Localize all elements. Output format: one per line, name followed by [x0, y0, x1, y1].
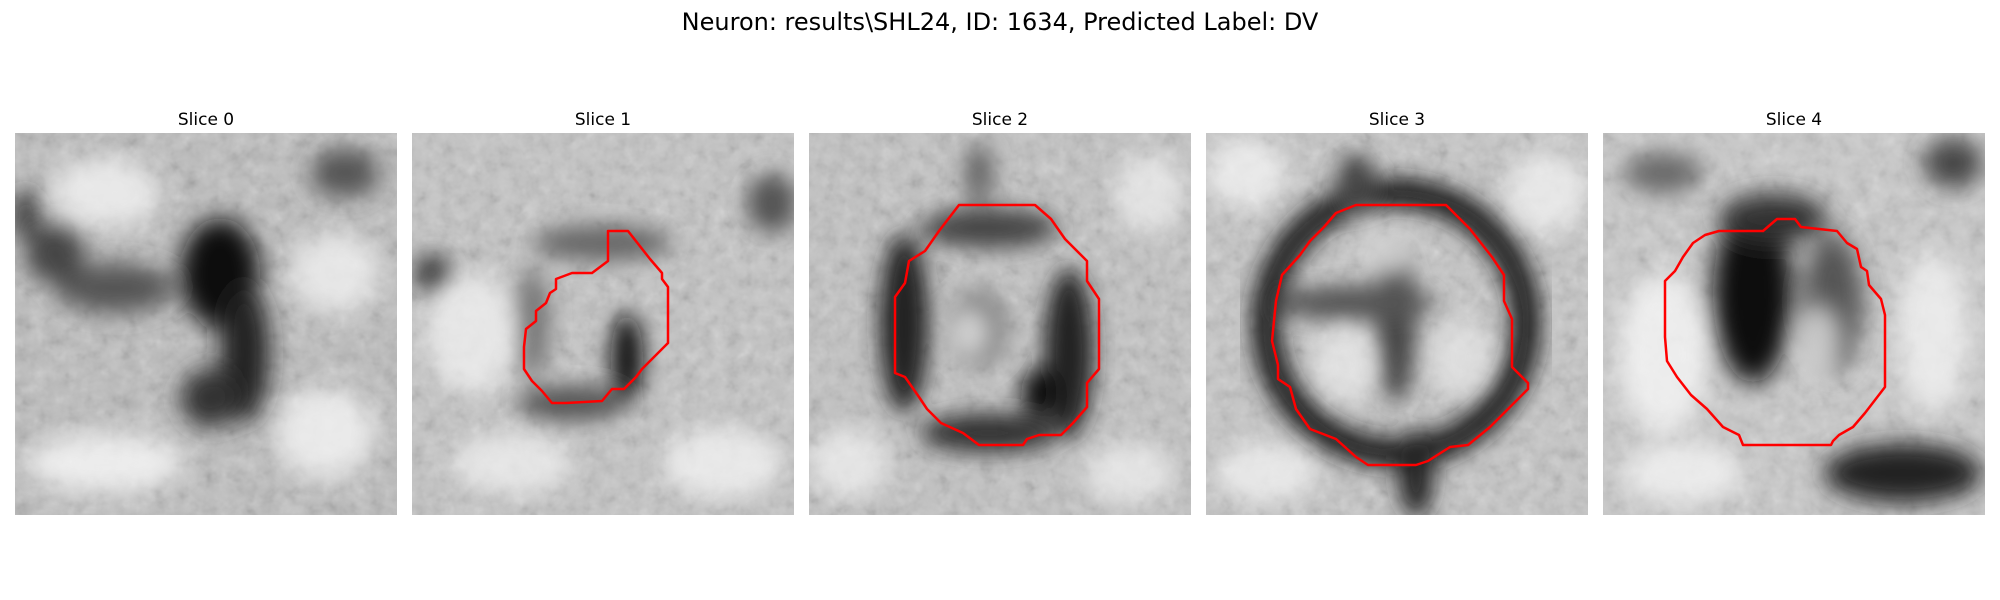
- slice-panel-0: Slice 0: [15, 110, 397, 515]
- slice-svg: [1206, 133, 1588, 515]
- neuron-contour: [893, 203, 1101, 447]
- slice-panel-2: Slice 2: [809, 110, 1191, 515]
- bright-regions: [809, 153, 1184, 503]
- dark-structure: [1623, 138, 1983, 503]
- slice-svg: [412, 133, 794, 515]
- slice-image: [809, 133, 1191, 515]
- slice-image: [1603, 133, 1985, 515]
- bright-regions: [1206, 138, 1586, 503]
- figure-title: Neuron: results\SHL24, ID: 1634, Predict…: [681, 8, 1319, 36]
- slice-image: [15, 133, 397, 515]
- neuron-contour: [1663, 217, 1887, 447]
- slice-panel-1: Slice 1: [412, 110, 794, 515]
- slice-svg: [809, 133, 1191, 515]
- slice-title: Slice 1: [574, 110, 632, 130]
- slice-title: Slice 0: [177, 110, 235, 130]
- dark-structure: [15, 148, 380, 428]
- slice-panel-3: Slice 3: [1206, 110, 1588, 515]
- slice-svg: [1603, 133, 1985, 515]
- neuron-contour: [1270, 203, 1530, 467]
- dark-structure: [1251, 153, 1541, 515]
- neuron-contour: [522, 229, 670, 405]
- bright-regions: [1618, 253, 1968, 503]
- slice-title: Slice 2: [971, 110, 1029, 130]
- slice-image: [1206, 133, 1588, 515]
- slice-title: Slice 4: [1765, 110, 1823, 130]
- slice-image: [412, 133, 794, 515]
- slice-svg: [15, 133, 397, 515]
- slice-panel-4: Slice 4: [1603, 110, 1985, 515]
- bright-regions: [25, 158, 380, 493]
- slice-title: Slice 3: [1368, 110, 1426, 130]
- bright-regions: [427, 273, 782, 498]
